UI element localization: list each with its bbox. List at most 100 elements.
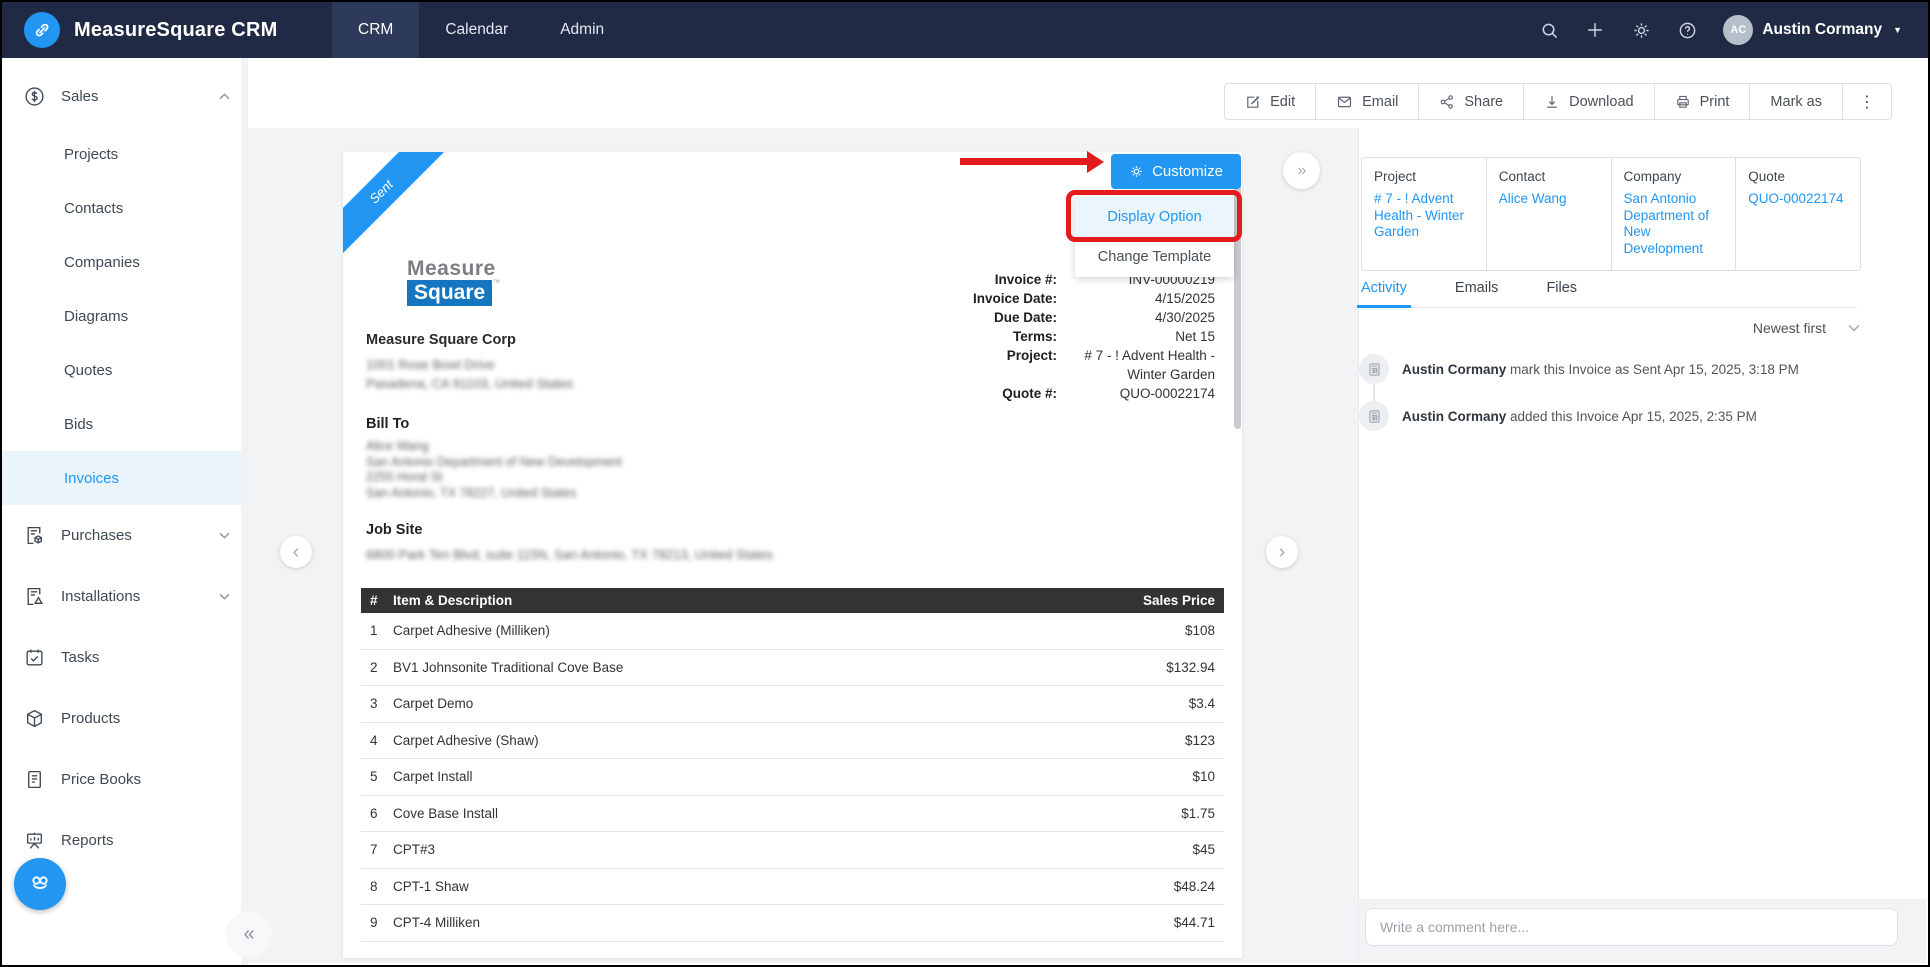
bill-to-line: 2255 Horal St: [366, 470, 443, 484]
company-name: Measure Square Corp: [366, 332, 516, 348]
contact-link[interactable]: Alice Wang: [1498, 191, 1567, 206]
sidebar-item-label: Bids: [64, 415, 94, 433]
table-row: 2 BV1 Johnsonite Traditional Cove Base $13…: [361, 650, 1224, 686]
prev-record-button[interactable]: ‹: [280, 536, 312, 568]
project-link[interactable]: # 7 - ! Advent Health - Winter Garden: [1374, 191, 1465, 239]
sidebar-item-sales[interactable]: Sales: [2, 66, 248, 127]
sidebar-item-companies[interactable]: Companies: [2, 235, 248, 289]
meta-label: Terms:: [1012, 329, 1057, 344]
top-navbar: MeasureSquare CRM CRM Calendar Admin AC …: [2, 2, 1928, 58]
document-scrollbar[interactable]: [1234, 157, 1241, 429]
sidebar-item-installations[interactable]: Installations: [2, 566, 248, 627]
detail-tabs: Activity Emails Files: [1357, 280, 1857, 308]
bill-to-section: Bill To Alice Wang San Antonio Departmen…: [366, 416, 622, 501]
sidebar-item-products[interactable]: Products: [2, 688, 248, 749]
help-icon[interactable]: [1677, 20, 1697, 40]
add-icon[interactable]: [1585, 20, 1605, 40]
invoice-meta: Invoice #: INV-00000219 Invoice Date: 4/15…: [897, 270, 1215, 403]
tab-files[interactable]: Files: [1546, 280, 1578, 296]
activity-text: Austin Cormany added this Invoice Apr 15…: [1402, 408, 1757, 424]
table-header: # Item & Description Sales Price: [361, 588, 1224, 613]
logo-tm: ™: [492, 278, 501, 287]
download-button[interactable]: Download: [1524, 84, 1655, 119]
sidebar-item-reports[interactable]: Reports: [2, 810, 248, 871]
edit-label: Edit: [1270, 93, 1296, 110]
table-row: 5 Carpet Install $10: [361, 759, 1224, 796]
sidebar-scrollbar[interactable]: [241, 58, 248, 965]
menu-item-display-option[interactable]: Display Option: [1075, 197, 1234, 237]
more-actions-button[interactable]: ⋮: [1859, 93, 1875, 111]
table-row: 3 Carpet Demo $3.4: [361, 686, 1224, 723]
invoice-document: Sent Measure Square ™ Measure Square Corp…: [343, 152, 1242, 958]
card-label: Project: [1374, 169, 1417, 184]
col-num: #: [370, 593, 378, 608]
tab-activity[interactable]: Activity: [1357, 280, 1411, 308]
sidebar-item-price-books[interactable]: Price Books: [2, 749, 248, 810]
comment-input[interactable]: [1365, 908, 1898, 946]
navbar-actions: AC Austin Cormany ▼: [1539, 2, 1928, 58]
mark-as-label: Mark as: [1770, 93, 1822, 110]
sidebar-item-bids[interactable]: Bids: [2, 397, 248, 451]
chat-bot-button[interactable]: [14, 858, 66, 910]
tab-admin[interactable]: Admin: [560, 21, 605, 38]
edit-button[interactable]: Edit: [1225, 84, 1317, 119]
content-header: Edit Email Share Download Print Mark as …: [248, 58, 1926, 128]
sidebar-item-contacts[interactable]: Contacts: [2, 181, 248, 235]
sidebar-item-quotes[interactable]: Quotes: [2, 343, 248, 397]
job-site-line: 6800 Park Ten Blvd, suite 115N, San Anto…: [366, 547, 773, 562]
panel-collapse-button[interactable]: »: [1283, 152, 1320, 189]
company-block: Measure Square Corp 1001 Rose Bowl Drive…: [366, 332, 573, 393]
related-cards: Project # 7 - ! Advent Health - Winter G…: [1361, 157, 1861, 271]
sidebar-item-projects[interactable]: Projects: [2, 127, 248, 181]
contact-card: Contact Alice Wang: [1487, 158, 1612, 270]
main-nav-tabs: CRM Calendar Admin: [332, 2, 630, 58]
user-menu[interactable]: AC Austin Cormany ▼: [1723, 15, 1902, 45]
print-button[interactable]: Print: [1655, 84, 1751, 119]
meta-label: Invoice Date:: [972, 291, 1057, 306]
bill-to-line: San Antonio, TX 78227, United States: [366, 485, 577, 500]
tab-crm[interactable]: CRM: [332, 2, 420, 58]
bill-to-line: San Antonio Department of New Developmen…: [366, 454, 622, 469]
email-label: Email: [1362, 93, 1399, 110]
sidebar-item-purchases[interactable]: Purchases: [2, 505, 248, 566]
col-sales-price: Sales Price: [1142, 593, 1215, 608]
measure-square-logo: Measure Square ™: [407, 258, 500, 306]
search-icon[interactable]: [1539, 20, 1559, 40]
quote-link[interactable]: QUO-00022174: [1748, 191, 1844, 206]
activity-entry: Austin Cormany mark this Invoice as Sent…: [1359, 354, 1906, 404]
tab-calendar[interactable]: Calendar: [445, 21, 509, 38]
annotation-red-arrow: [960, 150, 1104, 173]
sidebar-item-diagrams[interactable]: Diagrams: [2, 289, 248, 343]
invoice-items-table: # Item & Description Sales Price 1 Carpet…: [361, 588, 1224, 942]
table-row: 1 Carpet Adhesive (Milliken) $108: [361, 613, 1224, 650]
table-row: 4 Carpet Adhesive (Shaw) $123: [361, 723, 1224, 759]
meta-label: Due Date:: [993, 310, 1057, 325]
sidebar-item-label: Companies: [64, 253, 140, 271]
sidebar-item-label: Installations: [61, 588, 141, 605]
sort-label: Newest first: [1752, 320, 1826, 336]
customize-button[interactable]: Customize: [1111, 154, 1241, 189]
print-label: Print: [1699, 93, 1730, 110]
feed-connector: [1373, 384, 1375, 404]
menu-item-change-template[interactable]: Change Template: [1097, 249, 1212, 265]
share-button[interactable]: Share: [1419, 84, 1525, 119]
sidebar-item-invoices[interactable]: Invoices: [2, 451, 248, 505]
chevron-down-icon: [219, 593, 230, 600]
email-button[interactable]: Email: [1316, 84, 1420, 119]
card-label: Company: [1623, 169, 1682, 184]
sidebar-item-tasks[interactable]: Tasks: [2, 627, 248, 688]
user-name: Austin Cormany: [1762, 21, 1883, 38]
gear-icon[interactable]: [1631, 20, 1651, 40]
sort-dropdown[interactable]: Newest first: [1753, 320, 1860, 336]
customize-label: Customize: [1152, 163, 1223, 180]
company-link[interactable]: San Antonio Department of New Developmen…: [1623, 191, 1710, 256]
meta-value: QUO-00022174: [1119, 386, 1215, 401]
download-label: Download: [1569, 93, 1634, 110]
sidebar-collapse-button[interactable]: «: [226, 911, 272, 957]
next-record-button[interactable]: ›: [1266, 536, 1298, 568]
company-address-line: 1001 Rose Bowl Drive: [366, 357, 495, 372]
tab-emails[interactable]: Emails: [1454, 280, 1499, 296]
mark-as-button[interactable]: Mark as: [1750, 84, 1843, 119]
sidebar-item-label: Contacts: [64, 199, 124, 217]
chevron-up-icon: [219, 93, 230, 100]
